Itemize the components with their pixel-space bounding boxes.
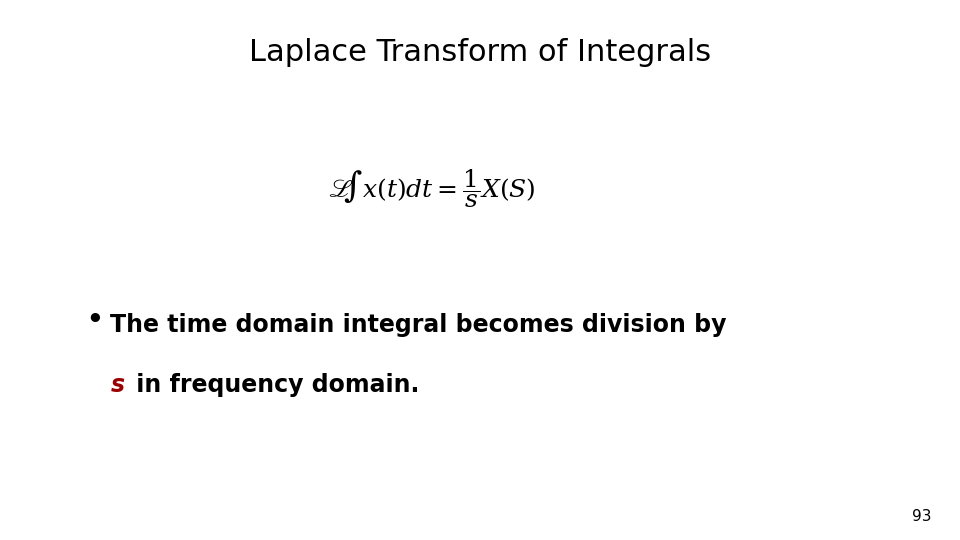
Text: •: • (86, 308, 103, 334)
Text: $\mathscr{L}\!\!\int x(t)dt = \dfrac{1}{s}X(S)$: $\mathscr{L}\!\!\int x(t)dt = \dfrac{1}{… (328, 167, 536, 211)
Text: 93: 93 (912, 509, 931, 524)
Text: Laplace Transform of Integrals: Laplace Transform of Integrals (249, 38, 711, 67)
Text: The time domain integral becomes division by: The time domain integral becomes divisio… (110, 313, 727, 337)
Text: s: s (110, 373, 125, 396)
Text: in frequency domain.: in frequency domain. (128, 373, 420, 396)
